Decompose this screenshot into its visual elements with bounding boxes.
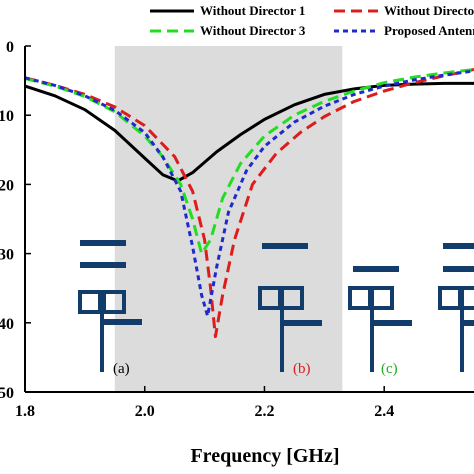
x-tick-label: 2.2: [254, 403, 274, 420]
y-tick-label: 0: [6, 39, 14, 56]
legend-label-director-1: Without Director 1: [200, 3, 305, 18]
series-lines: [24, 68, 474, 339]
antenna-d-icon: [438, 243, 474, 372]
y-tick-label: 30: [0, 247, 14, 264]
antenna-b-icon: [258, 243, 322, 372]
x-tick-label: 2.0: [135, 403, 155, 420]
antenna-c-icon: [348, 266, 412, 372]
series-line-4: [24, 69, 474, 318]
case-label-a: (a): [113, 361, 130, 377]
legend-label-director-2: Without Director 2: [384, 3, 474, 18]
axes: [24, 46, 474, 393]
legend-label-proposed: Proposed Antenna: [384, 23, 474, 38]
x-ticks: 1.8 2.0 2.2 2.4: [15, 386, 394, 420]
y-tick-label: 50: [0, 385, 14, 402]
y-tick-label: 20: [0, 177, 14, 194]
antenna-sketches: [78, 240, 474, 372]
series-line-2: [24, 68, 474, 339]
antenna-a-icon: [78, 240, 142, 372]
shaded-band: [114, 46, 343, 392]
case-label-c: (c): [381, 361, 398, 377]
legend-label-director-3: Without Director 3: [200, 23, 306, 38]
x-tick-label: 2.4: [374, 403, 394, 420]
legend: Without Director 1 Without Director 2 Wi…: [150, 3, 474, 38]
x-tick-label: 1.8: [15, 403, 35, 420]
y-tick-label: 10: [0, 108, 14, 125]
x-axis-title: Frequency [GHz]: [190, 445, 339, 467]
y-ticks: 0 10 20 30 40 50: [0, 39, 31, 402]
y-tick-label: 40: [0, 316, 14, 333]
case-label-b: (b): [293, 361, 311, 377]
